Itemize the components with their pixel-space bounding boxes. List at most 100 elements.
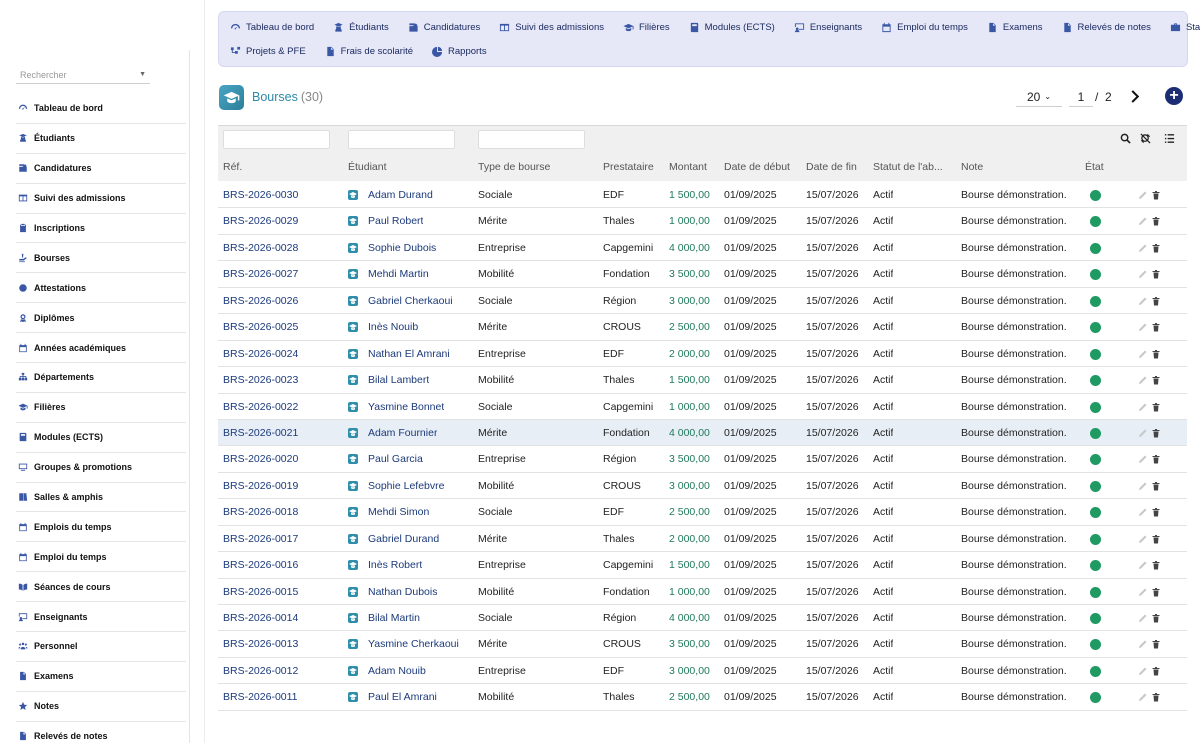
sidebar-item-examens[interactable]: Examens (16, 662, 186, 692)
sidebar-item-personnel[interactable]: Personnel (16, 632, 186, 662)
cell-ref[interactable]: BRS-2026-0018 (223, 506, 299, 519)
delete-icon[interactable] (1151, 296, 1161, 306)
delete-icon[interactable] (1151, 349, 1161, 359)
cell-ref[interactable]: BRS-2026-0023 (223, 374, 299, 387)
nav-item-enseignants[interactable]: Enseignants (794, 20, 862, 34)
sidebar-item-annees-academiques[interactable]: Années académiques (16, 333, 186, 364)
table-row[interactable]: BRS-2026-0019 Sophie Lefebvre Mobilité CROU… (218, 473, 1187, 500)
cell-student[interactable]: Gabriel Durand (368, 532, 440, 545)
nav-item-tableau-de-bord[interactable]: Tableau de bord (230, 20, 314, 34)
edit-icon[interactable] (1138, 243, 1148, 253)
sidebar-item-departements[interactable]: Départements (16, 363, 186, 393)
col-header-amount[interactable]: Montant (669, 161, 707, 173)
sidebar-item-groupes-promotions[interactable]: Groupes & promotions (16, 453, 186, 483)
edit-icon[interactable] (1138, 534, 1148, 544)
edit-icon[interactable] (1138, 481, 1148, 491)
delete-icon[interactable] (1151, 481, 1161, 491)
edit-icon[interactable] (1138, 639, 1148, 649)
cell-ref[interactable]: BRS-2026-0027 (223, 268, 299, 281)
cell-ref[interactable]: BRS-2026-0017 (223, 532, 299, 545)
cell-ref[interactable]: BRS-2026-0013 (223, 638, 299, 651)
delete-icon[interactable] (1151, 507, 1161, 517)
cell-student[interactable]: Mehdi Martin (368, 268, 429, 281)
nav-item-candidatures[interactable]: Candidatures (408, 20, 480, 34)
sidebar-item-filieres[interactable]: Filières (16, 393, 186, 423)
edit-icon[interactable] (1138, 454, 1148, 464)
col-header-end-date[interactable]: Date de fin (806, 161, 857, 173)
table-row[interactable]: BRS-2026-0012 Adam Nouib Entreprise EDF 3 00… (218, 658, 1187, 685)
cell-student[interactable]: Mehdi Simon (368, 506, 430, 519)
sidebar-item-tableau-de-bord[interactable]: Tableau de bord (16, 94, 186, 124)
delete-icon[interactable] (1151, 560, 1161, 570)
table-row[interactable]: BRS-2026-0014 Bilal Martin Sociale Région 4 … (218, 605, 1187, 632)
filter-ref-input[interactable] (223, 130, 330, 149)
col-header-status[interactable]: Statut de l'ab... (873, 161, 943, 173)
cell-student[interactable]: Nathan Dubois (368, 585, 438, 598)
delete-icon[interactable] (1151, 692, 1161, 702)
edit-icon[interactable] (1138, 296, 1148, 306)
sidebar-item-inscriptions[interactable]: Inscriptions (16, 214, 186, 244)
sidebar-item-attestations[interactable]: Attestations (16, 273, 186, 304)
table-row[interactable]: BRS-2026-0028 Sophie Dubois Entreprise Capg… (218, 235, 1187, 262)
edit-icon[interactable] (1138, 269, 1148, 279)
nav-item-frais-de-scolarite[interactable]: Frais de scolarité (325, 44, 413, 58)
cell-ref[interactable]: BRS-2026-0030 (223, 189, 299, 201)
nav-item-projets-pfe[interactable]: Projets & PFE (230, 44, 306, 58)
cell-student[interactable]: Gabriel Cherkaoui (368, 294, 453, 307)
table-row[interactable]: BRS-2026-0026 Gabriel Cherkaoui Sociale Rég… (218, 288, 1187, 315)
cell-ref[interactable]: BRS-2026-0012 (223, 664, 299, 677)
nav-item-releves-de-notes[interactable]: Relevés de notes (1062, 20, 1151, 34)
nav-item-filieres[interactable]: Filières (623, 20, 670, 34)
cell-ref[interactable]: BRS-2026-0015 (223, 585, 299, 598)
filter-type-input[interactable] (478, 130, 585, 149)
nav-item-emploi-du-temps[interactable]: Emploi du temps (881, 20, 968, 34)
cell-ref[interactable]: BRS-2026-0011 (223, 691, 298, 704)
cell-ref[interactable]: BRS-2026-0025 (223, 321, 299, 334)
table-row[interactable]: BRS-2026-0027 Mehdi Martin Mobilité Fondati… (218, 261, 1187, 288)
sidebar-item-candidatures[interactable]: Candidatures (16, 154, 186, 184)
delete-icon[interactable] (1151, 190, 1161, 200)
delete-icon[interactable] (1151, 666, 1161, 676)
sidebar-item-seances-de-cours[interactable]: Séances de cours (16, 572, 186, 603)
delete-icon[interactable] (1151, 402, 1161, 412)
delete-icon[interactable] (1151, 454, 1161, 464)
nav-item-examens[interactable]: Examens (987, 20, 1043, 34)
table-row[interactable]: BRS-2026-0029 Paul Robert Mérite Thales 1 00… (218, 208, 1187, 235)
table-row[interactable]: BRS-2026-0013 Yasmine Cherkaoui Mérite CROU… (218, 631, 1187, 658)
next-page-button[interactable] (1127, 87, 1143, 105)
table-row[interactable]: BRS-2026-0030 Adam Durand Sociale EDF 1 500,… (218, 182, 1187, 209)
cell-student[interactable]: Paul Robert (368, 215, 424, 228)
delete-icon[interactable] (1151, 613, 1161, 623)
delete-icon[interactable] (1151, 216, 1161, 226)
sidebar-item-enseignants[interactable]: Enseignants (16, 602, 186, 633)
table-row[interactable]: BRS-2026-0022 Yasmine Bonnet Sociale Capgem… (218, 394, 1187, 420)
delete-icon[interactable] (1151, 587, 1161, 597)
col-header-ref[interactable]: Réf. (223, 161, 243, 173)
edit-icon[interactable] (1138, 216, 1148, 226)
column-list-icon[interactable] (1163, 132, 1175, 144)
nav-item-modules-ects[interactable]: Modules (ECTS) (689, 20, 775, 34)
cell-ref[interactable]: BRS-2026-0019 (223, 479, 299, 492)
table-row[interactable]: BRS-2026-0020 Paul Garcia Entreprise Région… (218, 446, 1187, 473)
nav-item-stages[interactable]: Stages (1170, 20, 1200, 34)
nav-item-rapports[interactable]: Rapports (432, 44, 487, 58)
delete-icon[interactable] (1151, 428, 1161, 438)
page-size-select[interactable]: 20 ⌄ (1016, 87, 1062, 107)
delete-icon[interactable] (1151, 269, 1161, 279)
cell-ref[interactable]: BRS-2026-0014 (223, 612, 299, 624)
nav-item-suivi-des-admissions[interactable]: Suivi des admissions (499, 20, 604, 34)
add-button[interactable]: + (1165, 87, 1183, 105)
table-row[interactable]: BRS-2026-0018 Mehdi Simon Sociale EDF 2 500,… (218, 499, 1187, 526)
cell-student[interactable]: Paul Garcia (368, 453, 423, 466)
cell-student[interactable]: Adam Nouib (368, 664, 426, 677)
sidebar-item-modules-ects[interactable]: Modules (ECTS) (16, 423, 186, 453)
cell-ref[interactable]: BRS-2026-0020 (223, 453, 299, 466)
cell-student[interactable]: Sophie Lefebvre (368, 479, 445, 492)
table-row[interactable]: BRS-2026-0023 Bilal Lambert Mobilité Thales… (218, 367, 1187, 394)
cell-ref[interactable]: BRS-2026-0016 (223, 559, 299, 572)
edit-icon[interactable] (1138, 190, 1148, 200)
cell-student[interactable]: Yasmine Bonnet (368, 400, 445, 413)
cell-ref[interactable]: BRS-2026-0028 (223, 241, 299, 254)
clear-filter-icon[interactable] (1139, 132, 1151, 144)
sidebar-item-emplois-du-temps[interactable]: Emplois du temps (16, 512, 186, 543)
